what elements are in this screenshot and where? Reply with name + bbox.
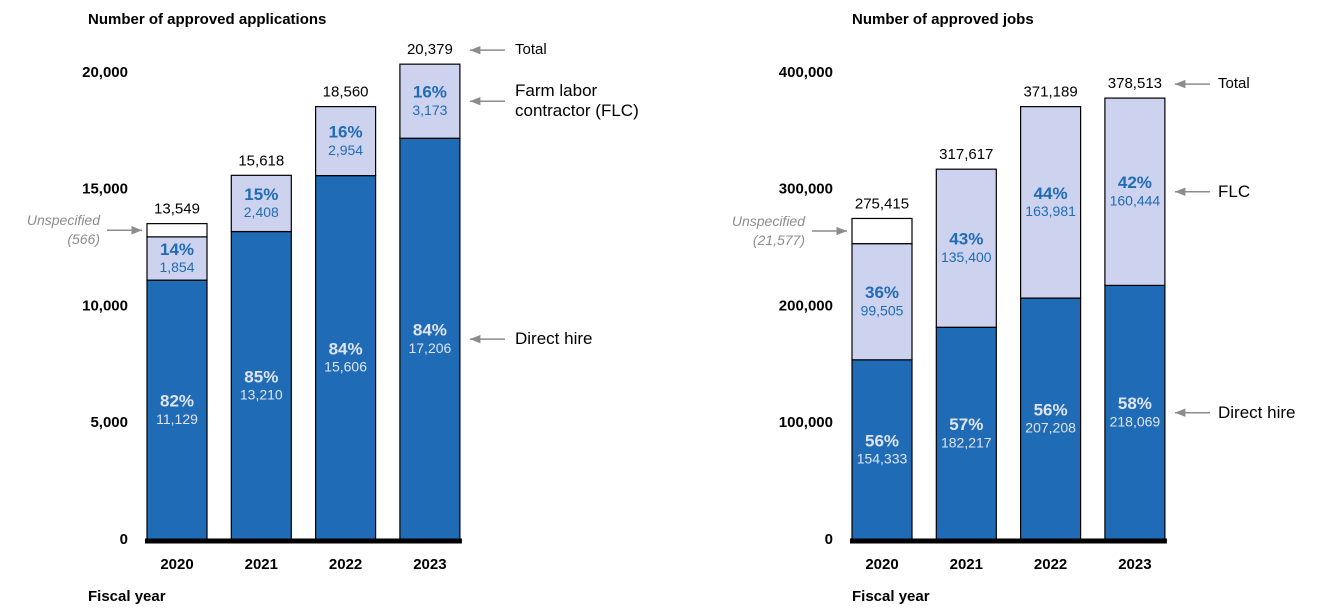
total-label: 371,189 [1023,84,1077,101]
percent-label: 43% [949,230,983,249]
percent-label: 57% [949,415,983,434]
x-tick-label: 2021 [245,556,278,573]
bar-segment [146,279,208,541]
y-tick-label: 0 [825,531,833,548]
chart-title: Number of approved jobs [852,11,1034,28]
x-tick-label: 2022 [329,556,362,573]
total-label: 18,560 [323,84,369,101]
percent-label: 58% [1118,394,1152,413]
legend-entry: Direct hire [1218,402,1296,422]
bar-segment [315,106,377,177]
value-label: 99,505 [861,302,904,318]
value-label: 207,208 [1025,420,1076,436]
percent-label: 16% [329,123,363,142]
bar-segment [1019,297,1082,541]
bar-segment [399,63,461,139]
percent-label: 44% [1034,184,1068,203]
legend-total: Total [1218,75,1250,92]
annotation-name: Unspecified [732,213,806,229]
y-tick-label: 0 [120,531,128,548]
x-axis-label: Fiscal year [852,588,930,605]
bar-segment [851,243,913,361]
y-tick-label: 300,000 [779,181,833,198]
bar-segment [851,359,913,541]
bar-segment [146,223,208,238]
percent-label: 15% [244,185,278,204]
value-label: 135,400 [941,249,992,265]
value-label: 154,333 [857,451,908,467]
legend-entry-text: Direct hire [515,329,593,349]
value-label: 160,444 [1110,192,1161,208]
legend-entry-text: FLC [1218,181,1251,201]
annotation-value: (21,577) [753,232,805,248]
total-label: 378,513 [1108,75,1162,92]
total-label: 275,415 [855,195,909,212]
value-label: 17,206 [408,340,451,356]
legend-entry-text: Direct hire [1218,402,1296,422]
chart-title: Number of approved applications [88,11,326,28]
x-axis-label: Fiscal year [88,588,166,605]
percent-label: 82% [160,392,194,411]
legend-entry: FLC [1218,181,1251,201]
bar-segment [1019,106,1082,299]
total-label: 317,617 [939,146,993,163]
bar-segment [851,217,913,245]
legend-total: Total [515,41,547,58]
percent-label: 14% [160,240,194,259]
percent-label: 85% [244,367,278,386]
bar-segment [399,137,461,541]
y-tick-label: 200,000 [779,297,833,314]
value-label: 163,981 [1025,203,1076,219]
bar-segment [1104,284,1166,541]
x-tick-label: 2020 [160,556,193,573]
percent-label: 56% [1034,401,1068,420]
x-tick-label: 2021 [950,556,983,573]
value-label: 13,210 [240,386,283,402]
percent-label: 42% [1118,173,1152,192]
y-tick-label: 15,000 [82,181,128,198]
x-tick-label: 2023 [1118,556,1151,573]
value-label: 15,606 [324,359,367,375]
total-label: 13,549 [154,201,200,218]
x-tick-label: 2020 [865,556,898,573]
annotation-value: (566) [67,231,100,247]
y-tick-label: 400,000 [779,64,833,81]
legend-entry: Farm labor contractor (FLC) [515,81,639,121]
annotation-name: Unspecified [27,212,101,228]
total-label: 20,379 [407,41,453,58]
y-tick-label: 5,000 [90,414,128,431]
value-label: 1,854 [159,259,194,275]
bar-segment [146,236,208,281]
value-label: 11,129 [156,411,198,427]
percent-label: 84% [329,339,363,358]
bar-segment [315,174,377,541]
value-label: 218,069 [1110,413,1161,429]
bar-segment [935,326,997,541]
percent-label: 36% [865,283,899,302]
y-tick-label: 10,000 [82,297,128,314]
percent-label: 84% [413,321,447,340]
value-label: 2,954 [328,142,363,158]
x-tick-label: 2023 [413,556,446,573]
value-label: 2,408 [244,204,279,220]
total-label: 15,618 [238,152,284,169]
percent-label: 16% [413,83,447,102]
bar-segment [1104,97,1166,287]
percent-label: 56% [865,431,899,450]
legend-entry-text: Farm labor contractor (FLC) [515,81,639,121]
x-tick-label: 2022 [1034,556,1067,573]
y-tick-label: 100,000 [779,414,833,431]
bar-segment [935,168,997,328]
y-tick-label: 20,000 [82,64,128,81]
bar-segment [230,174,292,233]
value-label: 3,173 [412,102,447,118]
legend-entry: Direct hire [515,329,593,349]
value-label: 182,217 [941,434,992,450]
